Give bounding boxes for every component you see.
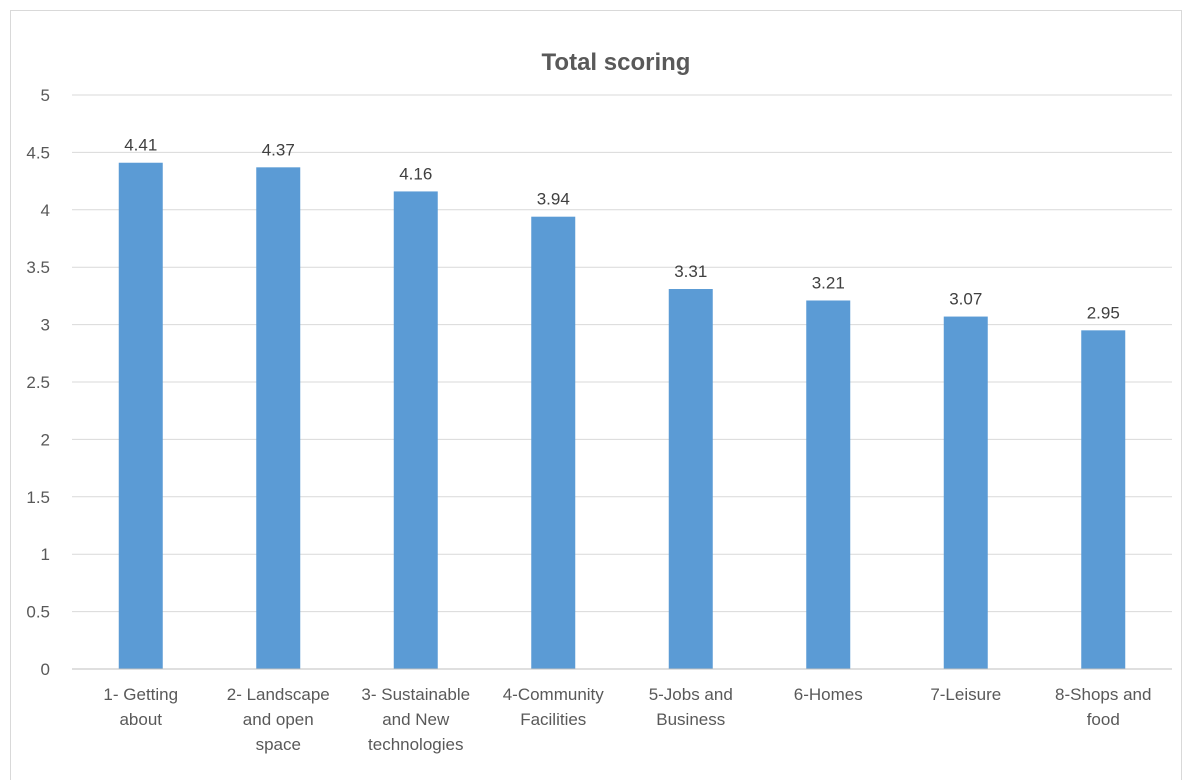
y-axis-ticks: 0 0.5 1 1.5 2 2.5 3 3.5 4 4.5 5: [26, 86, 50, 679]
y-tick-label: 5: [41, 86, 50, 105]
bar-value-label: 4.16: [399, 164, 432, 183]
category-label: 1- Getting about: [103, 685, 178, 729]
y-tick-label: 2: [41, 430, 50, 449]
bar-value-label: 3.07: [949, 290, 982, 309]
y-tick-label: 4.5: [26, 143, 50, 162]
bar: [668, 289, 713, 669]
gridlines: [72, 94, 1172, 613]
data-labels: 4.41 4.37 4.16 3.94 3.31 3.21 3.07 2.95: [124, 136, 1120, 323]
y-tick-label: 3.5: [26, 258, 50, 277]
y-tick-label: 2.5: [26, 373, 50, 392]
bar: [806, 300, 851, 669]
category-label: 2- Landscape and open space: [227, 685, 330, 754]
y-tick-label: 0.5: [26, 603, 50, 622]
category-label: 8-Shops and food: [1055, 685, 1151, 729]
bar-value-label: 3.31: [674, 262, 707, 281]
bars: [118, 162, 1126, 670]
y-tick-label: 0: [41, 660, 50, 679]
bar-value-label: 3.21: [812, 273, 845, 292]
bar: [1081, 330, 1126, 669]
category-label: 4-Community Facilities: [503, 685, 605, 729]
bar: [256, 167, 301, 669]
bar: [118, 162, 163, 669]
bar: [943, 316, 988, 669]
bar: [393, 191, 438, 669]
category-label: 6-Homes: [794, 685, 863, 704]
bar-value-label: 3.94: [537, 190, 570, 209]
chart-title: Total scoring: [542, 49, 691, 76]
bar-value-label: 4.37: [262, 140, 295, 159]
bar-value-label: 2.95: [1087, 303, 1120, 322]
bar-value-label: 4.41: [124, 136, 157, 155]
category-label: 7-Leisure: [930, 685, 1001, 704]
category-label: 5-Jobs and Business: [649, 685, 733, 729]
y-tick-label: 3: [41, 316, 50, 335]
bar: [531, 216, 576, 670]
y-tick-label: 1.5: [26, 488, 50, 507]
category-label: 3- Sustainable and New technologies: [361, 685, 470, 754]
y-tick-label: 1: [41, 545, 50, 564]
y-tick-label: 4: [41, 201, 50, 220]
x-axis-categories: 1- Getting about 2- Landscape and open space…: [103, 685, 1151, 754]
